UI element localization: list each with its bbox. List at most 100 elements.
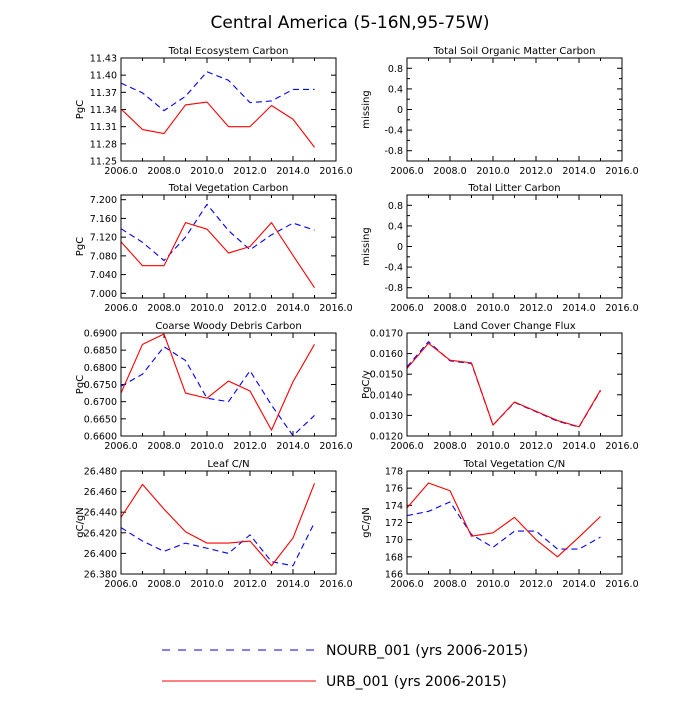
plot-frame	[406, 194, 623, 299]
y-tick-label: 26.420	[84, 528, 117, 539]
x-tick-label: 2008.0	[433, 166, 466, 177]
x-tick-label: 2008.0	[147, 303, 180, 314]
figure-title: Central America (5-16N,95-75W)	[210, 13, 489, 33]
x-tick-label: 2016.0	[605, 166, 638, 177]
y-tick-label: 7.120	[90, 233, 117, 244]
x-tick-label: 2006.0	[104, 166, 137, 177]
x-tick-label: 2012.0	[519, 166, 552, 177]
x-tick-label: 2010.0	[476, 303, 509, 314]
panels-grid: Total Ecosystem Carbon PgC 2006.0 2008.0 201…	[75, 46, 639, 590]
y-tick-label: 11.28	[90, 139, 117, 150]
y-tick-label: 11.31	[90, 122, 117, 133]
x-tick-label: 2010.0	[190, 303, 223, 314]
y-tick-label: 0	[397, 242, 403, 253]
x-tick-label: 2014.0	[562, 441, 595, 452]
y-tick-label: 26.460	[84, 487, 117, 498]
panel-total-vegetation-c-n: Total Vegetation C/N gC/gN 2006.0 2008.0 201…	[361, 459, 639, 590]
plot-frame	[406, 57, 623, 162]
y-axis-label: PgC	[75, 100, 86, 119]
y-tick-label: 0.4	[388, 221, 403, 232]
x-tick-label: 2014.0	[276, 166, 309, 177]
x-tick-label: 2006.0	[390, 579, 423, 590]
x-tick-label: 2012.0	[519, 441, 552, 452]
y-axis-label: PgC/y	[361, 370, 372, 399]
panel-total-vegetation-carbon: Total Vegetation Carbon PgC 2006.0 2008.0 20…	[75, 183, 353, 314]
x-tick-label: 2010.0	[190, 441, 223, 452]
y-tick-label: 11.43	[90, 54, 117, 65]
y-tick-label: 7.080	[90, 251, 117, 262]
y-axis-label: PgC	[75, 375, 86, 394]
x-tick-label: 2006.0	[390, 166, 423, 177]
panel-title: Total Litter Carbon	[467, 183, 560, 194]
series-line-urb	[406, 342, 601, 428]
y-tick-label: 170	[385, 535, 403, 546]
series-line-urb	[120, 222, 315, 289]
plot-frame	[406, 332, 623, 437]
series-line-nourb	[120, 522, 315, 567]
x-tick-label: 2014.0	[562, 166, 595, 177]
y-tick-label: 7.040	[90, 270, 117, 281]
x-tick-label: 2016.0	[319, 441, 352, 452]
plot-frame	[120, 57, 337, 162]
x-tick-label: 2014.0	[276, 441, 309, 452]
legend-label-urb: URB_001 (yrs 2006-2015)	[326, 674, 507, 690]
x-tick-label: 2006.0	[390, 441, 423, 452]
y-tick-label: 174	[385, 501, 403, 512]
y-tick-label: -0.8	[384, 146, 403, 157]
y-tick-label: 7.000	[90, 289, 117, 300]
y-axis-label: gC/gN	[361, 507, 372, 538]
panel-title: Total Vegetation C/N	[463, 459, 565, 470]
y-tick-label: 0.8	[388, 64, 403, 75]
y-tick-label: 0.0140	[370, 390, 403, 401]
x-tick-label: 2010.0	[190, 166, 223, 177]
y-tick-label: 0	[397, 105, 403, 116]
y-tick-label: 11.34	[90, 105, 117, 116]
x-tick-label: 2010.0	[476, 441, 509, 452]
y-tick-label: 0.0160	[370, 349, 403, 360]
plot-frame	[120, 470, 337, 575]
x-tick-label: 2016.0	[319, 303, 352, 314]
panel-title: Total Ecosystem Carbon	[168, 46, 289, 57]
y-tick-label: -0.4	[384, 263, 403, 274]
plot-frame	[406, 470, 623, 575]
y-tick-label: 0.4	[388, 84, 403, 95]
x-tick-label: 2012.0	[233, 166, 266, 177]
panel-total-soil-organic-matter-carbon: Total Soil Organic Matter Carbon missing 2…	[361, 46, 639, 177]
series-line-nourb	[120, 346, 315, 437]
panel-title: Coarse Woody Debris Carbon	[155, 321, 301, 332]
x-tick-label: 2016.0	[319, 166, 352, 177]
x-tick-label: 2016.0	[605, 579, 638, 590]
y-axis-label: missing	[361, 227, 372, 265]
x-tick-label: 2016.0	[319, 579, 352, 590]
x-tick-label: 2014.0	[562, 303, 595, 314]
panel-total-ecosystem-carbon: Total Ecosystem Carbon PgC 2006.0 2008.0 201…	[75, 46, 353, 177]
x-tick-label: 2006.0	[104, 441, 137, 452]
x-tick-label: 2012.0	[233, 441, 266, 452]
y-tick-label: 0.6850	[84, 346, 117, 357]
y-tick-label: 26.380	[84, 570, 117, 581]
y-tick-label: 11.37	[90, 88, 117, 99]
x-tick-label: 2006.0	[104, 579, 137, 590]
panel-leaf-c-n: Leaf C/N gC/gN 2006.0 2008.0 2010.0 2012.0 201…	[75, 459, 353, 590]
x-tick-label: 2012.0	[519, 579, 552, 590]
y-tick-label: 26.440	[84, 508, 117, 519]
x-tick-label: 2006.0	[104, 303, 137, 314]
x-tick-label: 2008.0	[147, 441, 180, 452]
plot-frame	[120, 332, 337, 437]
y-tick-label: 176	[385, 484, 403, 495]
series-line-nourb	[120, 71, 315, 112]
y-tick-label: 11.25	[90, 157, 117, 168]
series-line-nourb	[120, 203, 315, 262]
panel-title: Land Cover Change Flux	[453, 321, 575, 332]
x-tick-label: 2010.0	[476, 166, 509, 177]
y-tick-label: 11.40	[90, 71, 117, 82]
y-axis-label: gC/gN	[75, 507, 86, 538]
panel-land-cover-change-flux: Land Cover Change Flux PgC/y 2006.0 2008.0 2…	[361, 321, 639, 452]
y-tick-label: 178	[385, 467, 403, 478]
x-tick-label: 2014.0	[276, 303, 309, 314]
panel-coarse-woody-debris-carbon: Coarse Woody Debris Carbon PgC 2006.0 2008.…	[75, 321, 353, 452]
y-tick-label: 168	[385, 552, 403, 563]
series-line-nourb	[406, 501, 601, 550]
y-tick-label: 26.400	[84, 549, 117, 560]
